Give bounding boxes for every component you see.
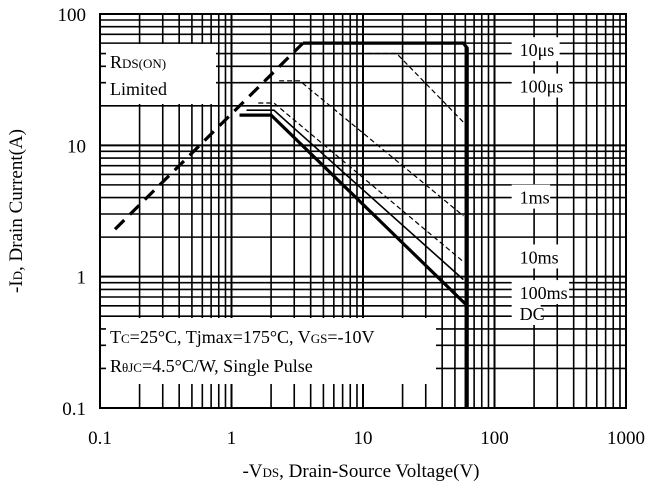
series-label-bg: [511, 280, 570, 305]
x-axis-title-part: , Drain-Source Voltage(V): [279, 461, 479, 482]
series-line-2: [303, 52, 464, 123]
series-label: DC: [520, 304, 545, 324]
x-tick-label: 10: [354, 428, 373, 449]
rds-label-line1: RDS(ON): [110, 52, 166, 72]
conditions-bg: [106, 318, 436, 384]
plot-frame: [99, 13, 627, 409]
x-tick-label: 1000: [607, 428, 645, 449]
conditions-part: =25°C, Tjmax=175°C, V: [130, 327, 311, 347]
series-label-bg: [511, 184, 551, 209]
series-label-bg: [511, 73, 570, 98]
series-label: 100μs: [520, 77, 564, 97]
x-tick-label: 1: [227, 428, 237, 449]
conditions-line1: TC=25°C, Tjmax=175°C, VGS=-10V: [110, 327, 375, 347]
rds-main: R: [110, 52, 122, 72]
series-line-1: [303, 41, 469, 408]
series-line-6: [239, 113, 467, 306]
y-axis-title-part: -I: [6, 280, 27, 293]
series-line-4: [258, 102, 464, 263]
conditions-part: θJC: [122, 360, 142, 375]
series-line-0: [113, 41, 305, 231]
conditions-part: GS: [311, 331, 328, 346]
x-axis-title: -VDS, Drain-Source Voltage(V): [242, 461, 479, 482]
conditions-part: =-10V: [327, 327, 374, 347]
y-tick-label: 0.1: [62, 399, 86, 420]
conditions-part: =4.5°C/W, Single Pulse: [142, 356, 313, 376]
series-label-bg: [511, 300, 541, 325]
conditions-part: C: [121, 331, 130, 346]
y-tick-label: 10: [67, 136, 86, 157]
rds-sub: DS(ON): [122, 56, 166, 71]
conditions-part: T: [110, 327, 121, 347]
rds-label-line2: Limited: [110, 79, 167, 99]
curves: [113, 41, 469, 408]
y-tick-label: 1: [77, 268, 87, 289]
series-label: 1ms: [520, 188, 550, 208]
x-axis-title-part: DS: [263, 465, 280, 480]
y-axis-title: -ID, Drain Current(A): [6, 129, 27, 293]
x-axis-title-part: -V: [242, 461, 262, 482]
x-tick-label: 100: [480, 428, 509, 449]
series-label: 100ms: [520, 283, 568, 303]
series-line-3: [279, 80, 464, 217]
series-label: 10μs: [520, 40, 555, 60]
conditions-part: R: [110, 356, 122, 376]
rds-limited-bg: [106, 44, 216, 104]
series-label-bg: [511, 37, 560, 62]
y-axis-title-part: D: [10, 271, 25, 280]
series-line-5: [246, 109, 464, 281]
series-label: 10ms: [520, 247, 559, 267]
y-tick-label: 100: [58, 5, 87, 26]
series-label-bg: [511, 244, 560, 269]
labels: 10μs100μs1ms10ms100msDCRDS(ON)LimitedTC=…: [106, 37, 570, 384]
tick-labels: 0.1 1 10 100 1000 0.1 1 10 100: [58, 5, 646, 449]
conditions-line2: RθJC=4.5°C/W, Single Pulse: [110, 356, 313, 376]
y-axis-title-part: , Drain Current(A): [6, 129, 27, 271]
x-tick-label: 0.1: [88, 428, 112, 449]
axis-titles: -VDS, Drain-Source Voltage(V) -ID, Drain …: [6, 129, 480, 482]
